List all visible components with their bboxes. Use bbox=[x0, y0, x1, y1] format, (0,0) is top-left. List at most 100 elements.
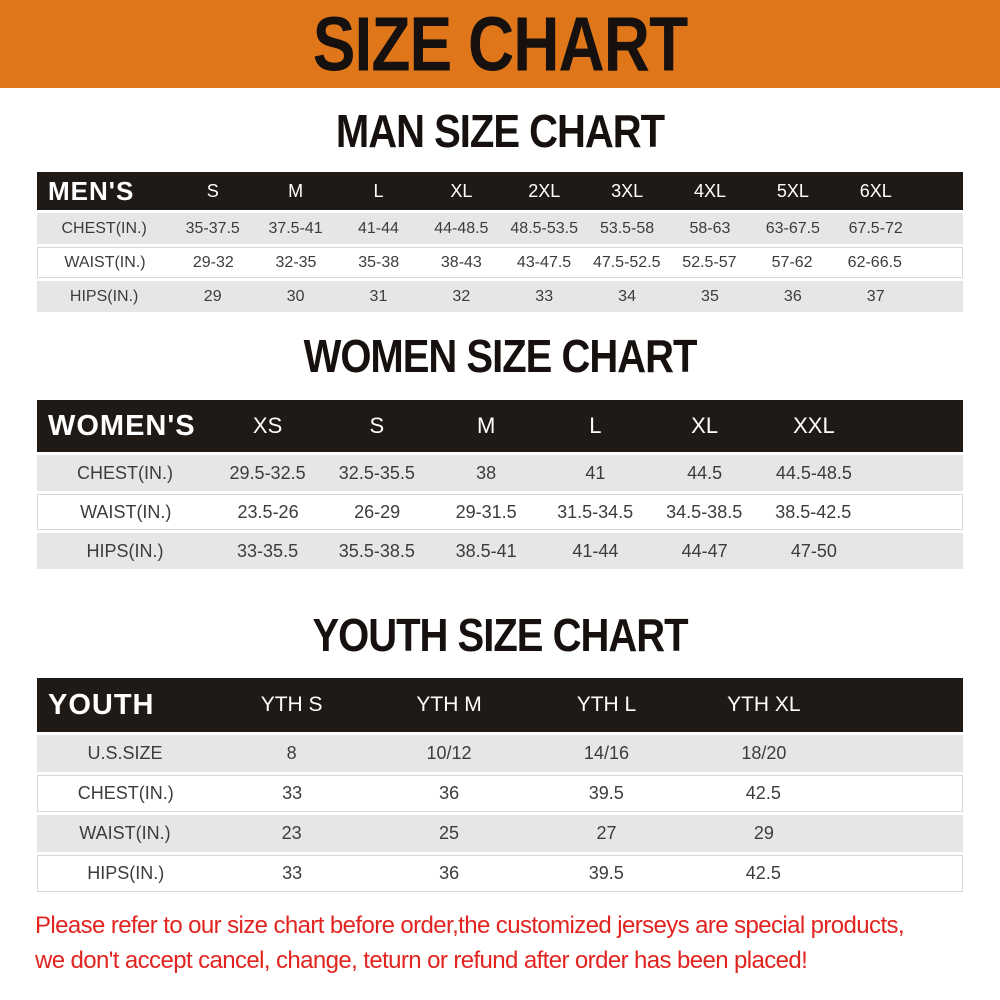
cell: 32-35 bbox=[275, 253, 317, 271]
row-label: U.S.SIZE bbox=[87, 743, 163, 763]
size-col-header: YTH S bbox=[260, 693, 323, 716]
disclaimer: Please refer to our size chart before or… bbox=[0, 908, 1000, 978]
men-size-table: MEN'S S M L XL 2XL 3XL 4XL 5XL 6XL CHEST… bbox=[37, 172, 963, 312]
cell: 39.5 bbox=[588, 783, 624, 803]
cell: 31 bbox=[369, 287, 388, 305]
men-table-header-row: MEN'S S M L XL 2XL 3XL 4XL 5XL 6XL bbox=[37, 172, 963, 210]
header-filler bbox=[869, 400, 963, 452]
cell: 8 bbox=[286, 743, 297, 763]
youth-table-label: YOUTH bbox=[48, 688, 155, 721]
cell: 27 bbox=[596, 823, 617, 843]
men-section-title: MAN SIZE CHART bbox=[0, 106, 1000, 157]
youth-waist-row: WAIST(IN.) 23 25 27 29 bbox=[37, 815, 963, 852]
cell-filler bbox=[917, 281, 963, 312]
cell: 36 bbox=[439, 863, 460, 883]
size-col-header: YTH L bbox=[576, 693, 637, 716]
header-filler bbox=[917, 172, 963, 210]
cell: 10/12 bbox=[426, 743, 472, 763]
size-col-header: 4XL bbox=[693, 180, 726, 201]
cell: 44.5-48.5 bbox=[775, 462, 852, 483]
cell: 38 bbox=[476, 462, 497, 483]
page-title: SIZE CHART bbox=[312, 1, 688, 87]
women-section-title-text: WOMEN SIZE CHART bbox=[303, 331, 698, 383]
cell: 32.5-35.5 bbox=[338, 462, 415, 483]
cell: 30 bbox=[286, 287, 305, 305]
cell: 63-67.5 bbox=[765, 219, 820, 237]
women-table-label: WOMEN'S bbox=[48, 409, 196, 442]
cell: 29-32 bbox=[192, 253, 234, 271]
size-col-header: 3XL bbox=[611, 180, 644, 201]
cell: 38.5-41 bbox=[455, 540, 517, 561]
row-label: HIPS(IN.) bbox=[69, 287, 139, 305]
row-label: CHEST(IN.) bbox=[77, 783, 174, 803]
women-size-table: WOMEN'S XS S M L XL XXL CHEST(IN.) 29.5-… bbox=[37, 400, 963, 569]
men-waist-row: WAIST(IN.) 29-32 32-35 35-38 38-43 43-47… bbox=[37, 247, 963, 278]
size-col-header: 2XL bbox=[528, 180, 561, 201]
cell: 53.5-58 bbox=[599, 219, 655, 237]
cell-filler bbox=[916, 248, 962, 277]
cell: 39.5 bbox=[588, 863, 624, 883]
size-col-header: XXL bbox=[793, 413, 835, 438]
cell: 37 bbox=[866, 287, 885, 305]
cell-filler bbox=[869, 455, 963, 491]
cell: 23 bbox=[281, 823, 302, 843]
size-col-header: XS bbox=[252, 413, 283, 438]
youth-table-header-row: YOUTH YTH S YTH M YTH L YTH XL bbox=[37, 678, 963, 732]
cell: 52.5-57 bbox=[682, 253, 737, 271]
cell: 42.5 bbox=[745, 863, 781, 883]
cell: 41-44 bbox=[572, 540, 619, 561]
cell: 35-37.5 bbox=[185, 219, 240, 237]
cell-filler bbox=[842, 776, 962, 811]
header-filler bbox=[843, 678, 963, 732]
cell: 43-47.5 bbox=[516, 253, 572, 271]
men-chest-row: CHEST(IN.) 35-37.5 37.5-41 41-44 44-48.5… bbox=[37, 213, 963, 244]
cell-filler bbox=[868, 495, 962, 529]
cell-filler bbox=[917, 213, 963, 244]
cell: 25 bbox=[439, 823, 460, 843]
cell: 29.5-32.5 bbox=[229, 462, 306, 483]
cell: 34.5-38.5 bbox=[666, 501, 743, 522]
cell: 23.5-26 bbox=[237, 501, 299, 522]
cell-filler bbox=[869, 533, 963, 569]
cell: 41 bbox=[585, 462, 606, 483]
cell: 38-43 bbox=[440, 253, 482, 271]
size-col-header: S bbox=[369, 413, 385, 438]
women-hips-row: HIPS(IN.) 33-35.5 35.5-38.5 38.5-41 41-4… bbox=[37, 533, 963, 569]
size-col-header: XL bbox=[691, 413, 719, 438]
cell: 33-35.5 bbox=[237, 540, 299, 561]
cell: 62-66.5 bbox=[847, 253, 902, 271]
cell: 44-48.5 bbox=[434, 219, 489, 237]
men-table-label: MEN'S bbox=[48, 175, 135, 206]
cell: 29 bbox=[753, 823, 774, 843]
youth-section-title: YOUTH SIZE CHART bbox=[0, 610, 1000, 661]
cell: 35.5-38.5 bbox=[338, 540, 415, 561]
cell: 33 bbox=[282, 783, 303, 803]
youth-ussize-row: U.S.SIZE 8 10/12 14/16 18/20 bbox=[37, 735, 963, 772]
youth-size-table: YOUTH YTH S YTH M YTH L YTH XL U.S.SIZE … bbox=[37, 678, 963, 892]
size-col-header: YTH XL bbox=[727, 693, 801, 716]
size-col-header: M bbox=[476, 413, 496, 438]
row-label: WAIST(IN.) bbox=[64, 253, 146, 271]
cell: 41-44 bbox=[357, 219, 399, 237]
cell: 35 bbox=[701, 287, 719, 305]
row-label: CHEST(IN.) bbox=[61, 219, 147, 237]
disclaimer-line-1: Please refer to our size chart before or… bbox=[35, 912, 905, 939]
size-col-header: YTH M bbox=[416, 693, 482, 716]
cell: 33 bbox=[535, 287, 554, 305]
cell: 38.5-42.5 bbox=[775, 501, 852, 522]
size-col-header: 5XL bbox=[776, 180, 809, 201]
women-waist-row: WAIST(IN.) 23.5-26 26-29 29-31.5 31.5-34… bbox=[37, 494, 963, 530]
size-col-header: S bbox=[206, 180, 219, 201]
cell: 29 bbox=[203, 287, 222, 305]
cell: 14/16 bbox=[583, 743, 629, 763]
cell: 34 bbox=[618, 287, 636, 305]
cell: 31.5-34.5 bbox=[557, 501, 634, 522]
size-col-header: L bbox=[373, 180, 384, 201]
row-label: HIPS(IN.) bbox=[87, 863, 165, 883]
size-col-header: L bbox=[589, 413, 602, 438]
row-label: HIPS(IN.) bbox=[86, 540, 164, 561]
cell: 57-62 bbox=[771, 253, 813, 271]
cell: 35-38 bbox=[358, 253, 400, 271]
cell: 18/20 bbox=[741, 743, 787, 763]
disclaimer-line-2: we don't accept cancel, change, teturn o… bbox=[35, 947, 808, 974]
